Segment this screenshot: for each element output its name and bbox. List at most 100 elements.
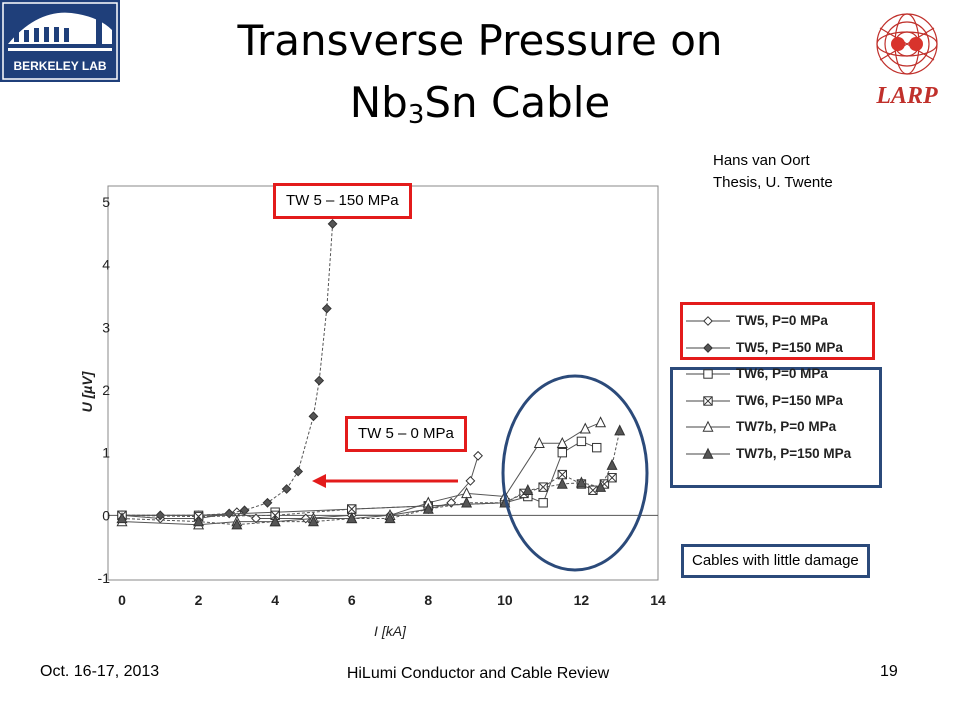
x-tick-label: 6	[348, 592, 356, 608]
series-1	[117, 219, 338, 521]
y-tick-label: 1	[102, 445, 110, 461]
y-tick-label: 5	[102, 194, 110, 210]
data-point	[308, 411, 319, 422]
data-point	[327, 219, 338, 229]
data-point	[557, 447, 567, 458]
legend-label: TW6, P=150 MPa	[736, 392, 843, 408]
series-line	[121, 430, 621, 526]
data-point	[465, 475, 476, 486]
larp-logo: LARP	[860, 8, 955, 109]
legend-highlight-red	[680, 302, 875, 360]
y-axis-label: U [µV]	[79, 370, 95, 412]
legend-swatch	[686, 420, 730, 432]
y-tick-label: 4	[102, 257, 110, 273]
x-tick-label: 4	[271, 592, 279, 608]
title-sn-cable: Sn Cable	[424, 78, 611, 127]
data-point	[281, 484, 292, 494]
source-credit: Hans van Oort Thesis, U. Twente	[713, 150, 833, 194]
data-point	[461, 496, 473, 508]
y-tick-label: 0	[102, 507, 110, 523]
legend-swatch	[686, 395, 730, 406]
legend-label: TW7b, P=150 MPa	[736, 445, 852, 461]
legend-swatch	[686, 447, 730, 459]
y-tick-label: 3	[102, 319, 110, 335]
chart-annotations	[312, 374, 649, 572]
legend-label: TW7b, P=0 MPa	[736, 419, 837, 434]
chart-legend: TW5, P=0 MPa TW5, P=150 MPa TW6, P=0 MPa TW…	[684, 305, 862, 464]
title-line-2: Nb3Sn Cable	[170, 72, 790, 146]
data-point	[595, 480, 607, 492]
data-point	[533, 436, 545, 448]
series-line	[121, 422, 601, 526]
data-point	[193, 515, 205, 527]
title-line-1: Transverse Pressure on	[237, 16, 723, 65]
x-tick-label: 0	[118, 592, 126, 608]
callout-little-damage: Cables with little damage	[681, 544, 870, 578]
slide-title: Transverse Pressure on Nb3Sn Cable	[170, 10, 790, 146]
credit-thesis: Thesis, U. Twente	[713, 174, 833, 191]
data-point	[579, 422, 591, 434]
series-line	[122, 440, 597, 516]
data-point	[300, 513, 311, 524]
data-point	[606, 458, 618, 470]
legend-item: TW7b, P=150 MPa	[684, 438, 862, 465]
x-tick-label: 10	[497, 592, 513, 608]
legend-highlight-blue	[670, 367, 882, 488]
chart-series	[116, 219, 626, 530]
data-point	[293, 466, 304, 477]
data-point	[522, 483, 534, 495]
legend-swatch	[686, 369, 730, 379]
blue-highlight-ellipse	[501, 374, 649, 572]
series-5	[116, 424, 626, 530]
legend-swatch	[686, 342, 730, 353]
data-point	[251, 513, 261, 524]
x-tick-label: 8	[424, 592, 432, 608]
footer-date: Oct. 16-17, 2013	[40, 663, 160, 680]
legend-item: TW6, P=150 MPa	[684, 385, 862, 412]
footer-title: HiLumi Conductor and Cable Review	[346, 665, 610, 682]
data-point	[556, 477, 568, 489]
data-point	[576, 436, 587, 447]
legend-item: TW5, P=150 MPa	[684, 332, 862, 359]
data-point	[473, 450, 483, 461]
data-point	[346, 512, 358, 524]
x-tick-label: 2	[195, 592, 203, 608]
data-point	[231, 518, 243, 530]
series-3	[117, 469, 617, 522]
data-point	[269, 515, 281, 527]
data-point	[224, 508, 235, 519]
plot-area	[107, 185, 659, 581]
plot-frame	[107, 185, 659, 581]
data-point	[614, 424, 626, 436]
legend-item: TW7b, P=0 MPa	[684, 411, 862, 438]
x-tick-label: 14	[650, 592, 666, 608]
data-point	[575, 476, 587, 488]
data-point	[307, 515, 319, 527]
data-point	[422, 502, 434, 514]
credit-author: Hans van Oort	[713, 152, 810, 169]
callout-tw5-150mpa: TW 5 – 150 MPa	[273, 183, 412, 219]
title-nb: Nb	[349, 78, 408, 127]
larp-logo-text: LARP	[875, 83, 938, 108]
berkeley-lab-logo: BERKELEY LAB	[0, 0, 120, 82]
x-axis-label: I [kA]	[374, 623, 407, 639]
data-point	[262, 497, 273, 508]
footer-page-number: 19	[880, 663, 898, 680]
title-subscript: 3	[407, 100, 425, 130]
berkeley-lab-logo-text: BERKELEY LAB	[13, 59, 106, 73]
legend-swatch	[686, 316, 730, 326]
legend-label: TW6, P=0 MPa	[736, 366, 828, 381]
y-tick-label: -1	[98, 570, 111, 586]
data-point	[384, 512, 396, 524]
red-arrow-head	[312, 474, 326, 488]
legend-item: TW6, P=0 MPa	[684, 358, 862, 385]
data-point	[239, 505, 250, 516]
data-point	[321, 303, 332, 314]
legend-label: TW5, P=0 MPa	[736, 313, 828, 328]
legend-item: TW5, P=0 MPa	[684, 305, 862, 332]
data-point	[595, 416, 607, 428]
data-point	[116, 512, 128, 524]
